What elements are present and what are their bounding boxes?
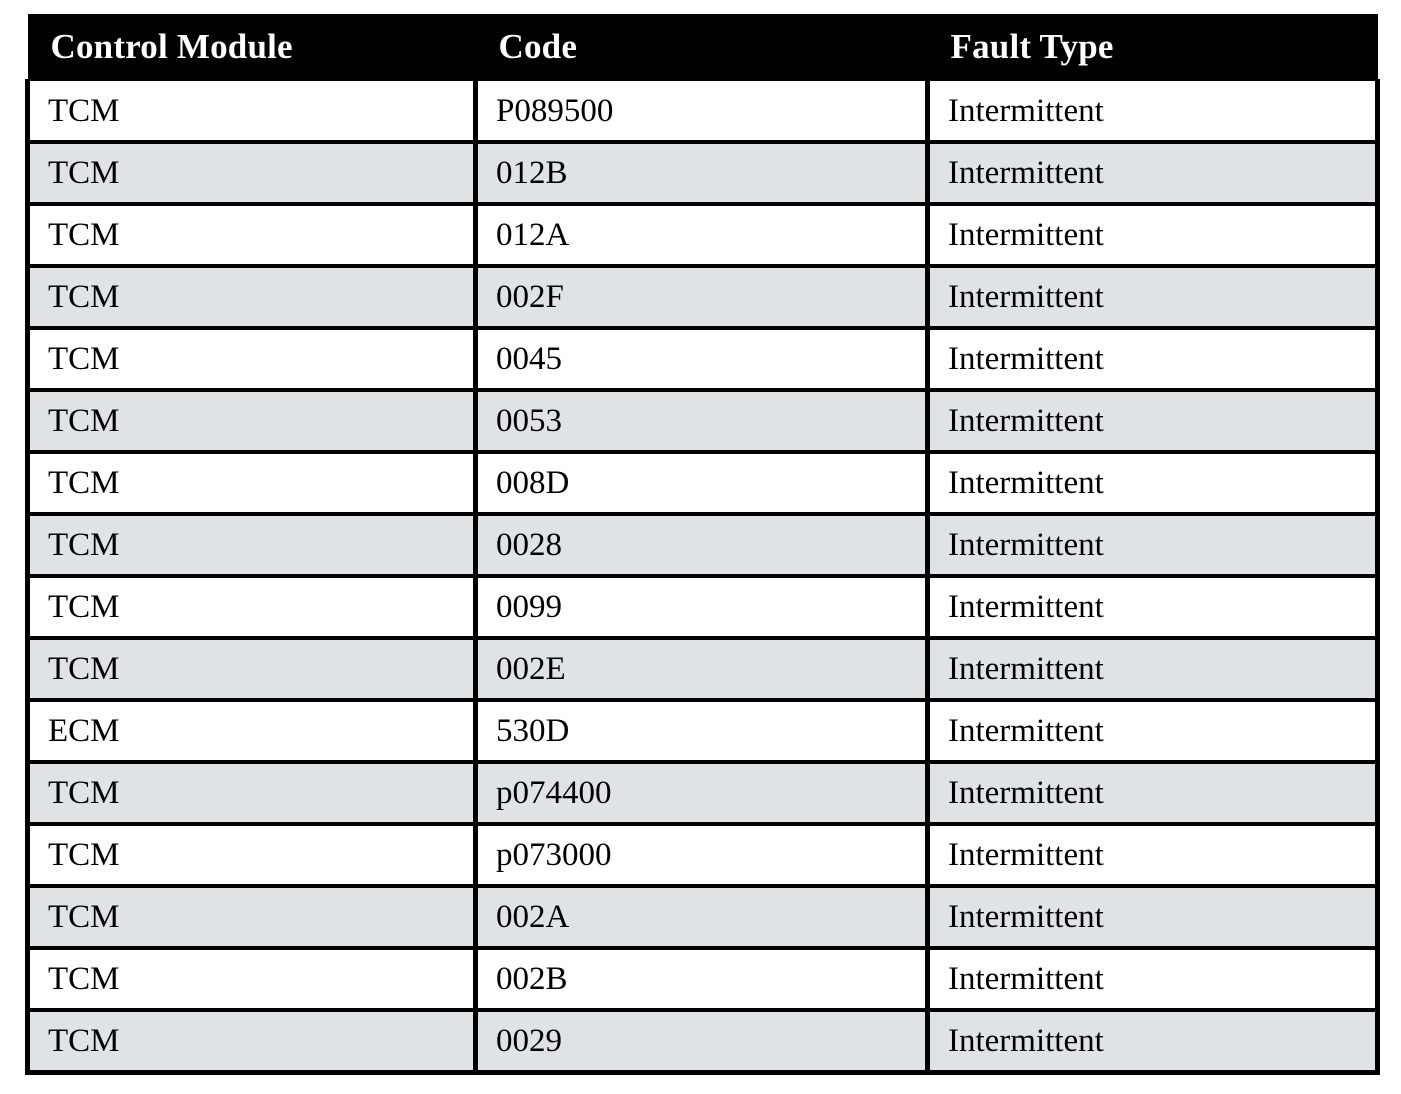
- cell-code: 002B: [473, 946, 928, 1010]
- cell-code: 0028: [473, 512, 928, 576]
- table-header: Control Module Code Fault Type: [27, 14, 1378, 80]
- cell-code: P089500: [473, 79, 928, 142]
- cell-fault-type: Intermittent: [925, 140, 1380, 204]
- table-row: TCM P089500 Intermittent: [25, 79, 1380, 142]
- cell-control-module: TCM: [25, 79, 476, 142]
- cell-code: 0029: [473, 1008, 928, 1075]
- table-row: TCM p074400 Intermittent: [25, 760, 1380, 824]
- cell-control-module: TCM: [25, 946, 476, 1010]
- cell-control-module: TCM: [25, 140, 476, 204]
- column-header-code: Code: [475, 14, 928, 80]
- table-row: TCM 012B Intermittent: [25, 140, 1380, 204]
- column-header-control-module: Control Module: [27, 14, 476, 80]
- cell-code: 012A: [473, 202, 928, 266]
- table-row: TCM 002B Intermittent: [25, 946, 1380, 1010]
- cell-code: 0053: [473, 388, 928, 452]
- table-row: TCM 0053 Intermittent: [25, 388, 1380, 452]
- cell-fault-type: Intermittent: [925, 760, 1380, 824]
- table-header-row: Control Module Code Fault Type: [27, 14, 1378, 80]
- table-row: TCM 0029 Intermittent: [25, 1008, 1380, 1075]
- cell-control-module: TCM: [25, 636, 476, 700]
- cell-fault-type: Intermittent: [925, 574, 1380, 638]
- cell-control-module: TCM: [25, 822, 476, 886]
- cell-fault-type: Intermittent: [925, 202, 1380, 266]
- cell-control-module: TCM: [25, 574, 476, 638]
- cell-fault-type: Intermittent: [925, 264, 1380, 328]
- cell-fault-type: Intermittent: [925, 512, 1380, 576]
- table-row: TCM 0045 Intermittent: [25, 326, 1380, 390]
- cell-code: 530D: [473, 698, 928, 762]
- cell-fault-type: Intermittent: [925, 1008, 1380, 1075]
- table-body: TCM P089500 Intermittent TCM 012B Intermitten…: [25, 79, 1380, 1075]
- table-row: TCM 002A Intermittent: [25, 884, 1380, 948]
- cell-control-module: ECM: [25, 698, 476, 762]
- table-row: TCM p073000 Intermittent: [25, 822, 1380, 886]
- cell-control-module: TCM: [25, 450, 476, 514]
- cell-code: p074400: [473, 760, 928, 824]
- cell-control-module: TCM: [25, 326, 476, 390]
- cell-code: 008D: [473, 450, 928, 514]
- cell-code: 0099: [473, 574, 928, 638]
- cell-control-module: TCM: [25, 760, 476, 824]
- table-row: TCM 002F Intermittent: [25, 264, 1380, 328]
- cell-fault-type: Intermittent: [925, 698, 1380, 762]
- cell-control-module: TCM: [25, 264, 476, 328]
- cell-control-module: TCM: [25, 884, 476, 948]
- cell-fault-type: Intermittent: [925, 636, 1380, 700]
- cell-code: 002A: [473, 884, 928, 948]
- cell-code: 002E: [473, 636, 928, 700]
- table-row: TCM 0099 Intermittent: [25, 574, 1380, 638]
- fault-code-table-container: Control Module Code Fault Type TCM P08950…: [25, 14, 1380, 1075]
- fault-code-table: Control Module Code Fault Type TCM P08950…: [25, 14, 1380, 1075]
- cell-control-module: TCM: [25, 512, 476, 576]
- table-row: ECM 530D Intermittent: [25, 698, 1380, 762]
- cell-fault-type: Intermittent: [925, 884, 1380, 948]
- cell-fault-type: Intermittent: [925, 822, 1380, 886]
- table-row: TCM 002E Intermittent: [25, 636, 1380, 700]
- cell-fault-type: Intermittent: [925, 79, 1380, 142]
- table-row: TCM 012A Intermittent: [25, 202, 1380, 266]
- cell-code: 002F: [473, 264, 928, 328]
- cell-control-module: TCM: [25, 1008, 476, 1075]
- cell-fault-type: Intermittent: [925, 326, 1380, 390]
- cell-code: p073000: [473, 822, 928, 886]
- cell-control-module: TCM: [25, 388, 476, 452]
- column-header-fault-type: Fault Type: [927, 14, 1378, 80]
- table-row: TCM 0028 Intermittent: [25, 512, 1380, 576]
- cell-fault-type: Intermittent: [925, 946, 1380, 1010]
- cell-fault-type: Intermittent: [925, 388, 1380, 452]
- cell-fault-type: Intermittent: [925, 450, 1380, 514]
- cell-control-module: TCM: [25, 202, 476, 266]
- table-row: TCM 008D Intermittent: [25, 450, 1380, 514]
- cell-code: 0045: [473, 326, 928, 390]
- cell-code: 012B: [473, 140, 928, 204]
